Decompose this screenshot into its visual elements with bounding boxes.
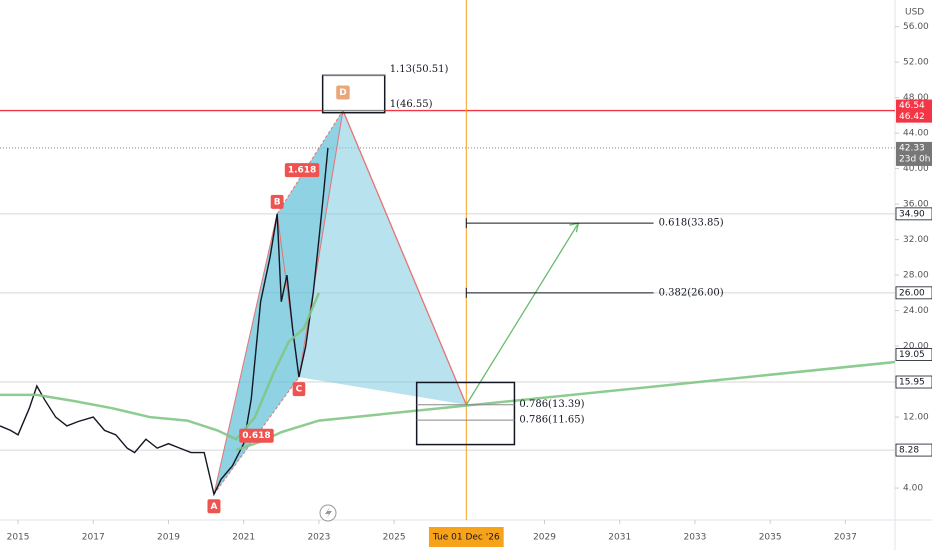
x-tick-label: 2021: [232, 533, 255, 543]
price-badge: [895, 443, 932, 457]
price-badge: [896, 110, 932, 123]
price-badge-label: 19.05: [899, 350, 925, 360]
price-line-series: [0, 147, 329, 497]
countdown-label: 23d 0h: [899, 154, 930, 164]
pattern-label: 0.618: [242, 431, 270, 441]
price-badge: [895, 348, 932, 361]
x-tick-label: 2017: [82, 533, 105, 543]
projection-leg: [342, 110, 467, 405]
pattern-label-bg: [239, 428, 274, 443]
level-label: 0.382(26.00): [659, 287, 724, 298]
pattern-label: B: [274, 197, 281, 207]
pattern-label-bg: [270, 194, 284, 209]
price-badge: [896, 141, 932, 166]
level-label: 1.13(50.51): [390, 64, 449, 75]
pattern-label-bg: [207, 499, 221, 514]
price-badge-label: 26.00: [899, 288, 925, 298]
pattern-fill: [213, 213, 299, 495]
pattern-label: C: [296, 385, 303, 395]
x-tick-label: 2019: [157, 533, 180, 543]
pattern-label-bg: [292, 382, 306, 397]
level-label: 0.786(11.65): [519, 415, 584, 426]
level-label: 0.618(33.85): [659, 218, 724, 229]
y-tick-label: 12.00: [903, 413, 929, 423]
x-tick-label: 2035: [759, 533, 782, 543]
price-badge-label: 46.42: [899, 112, 925, 122]
x-tick-label: 2023: [307, 533, 330, 543]
y-tick-label: 40.00: [903, 164, 929, 174]
price-badge-label: 42.33: [899, 143, 925, 153]
projection-fill: [298, 110, 467, 405]
y-tick-label: 56.00: [903, 22, 929, 32]
y-tick-label: 44.00: [903, 129, 929, 139]
pattern-outline: [213, 110, 344, 495]
y-tick-label: 20.00: [903, 342, 929, 352]
x-tick-label: 2029: [533, 533, 556, 543]
price-badge-label: 8.28: [899, 446, 919, 456]
x-tick-label: 2031: [608, 533, 631, 543]
pattern-label-bg: [284, 163, 320, 178]
x-tick-label: 2025: [383, 533, 406, 543]
y-tick-label: 28.00: [903, 271, 929, 281]
y-tick-label: 32.00: [903, 235, 929, 245]
y-tick-label: 52.00: [903, 58, 929, 68]
x-tick-label: 2015: [7, 533, 30, 543]
target-box: [415, 381, 516, 446]
currency-label: USD: [905, 8, 924, 18]
crosshair-label: Tue 01 Dec '26: [432, 533, 500, 543]
level-label: 0.786(13.39): [519, 399, 584, 410]
y-tick-label: 36.00: [903, 200, 929, 210]
event-bolt: [325, 507, 332, 519]
price-badge-label: 15.95: [899, 378, 925, 388]
price-badge: [895, 286, 932, 300]
level-label: 1(46.55): [390, 99, 433, 110]
moving-average: [0, 292, 321, 441]
pattern-label: D: [339, 88, 346, 98]
price-badge-label: 34.90: [899, 209, 925, 219]
crosshair-label-bg: [428, 527, 504, 547]
pattern-label: 1.618: [288, 166, 316, 176]
price-badge-label: 46.54: [899, 101, 925, 111]
y-tick-label: 24.00: [903, 306, 929, 316]
price-badge: [895, 375, 932, 389]
pattern-label-bg: [336, 85, 350, 100]
x-tick-label: 2037: [834, 533, 857, 543]
y-tick-label: 48.00: [903, 93, 929, 103]
pattern-leg: [276, 110, 344, 215]
pattern-label: A: [210, 502, 217, 512]
pattern-fill: [277, 110, 343, 378]
moving-average: [235, 360, 896, 452]
price-badge: [895, 207, 932, 221]
y-tick-label: 4.00: [903, 484, 923, 494]
price-badge: [896, 99, 932, 112]
x-tick-label: 2033: [683, 533, 706, 543]
